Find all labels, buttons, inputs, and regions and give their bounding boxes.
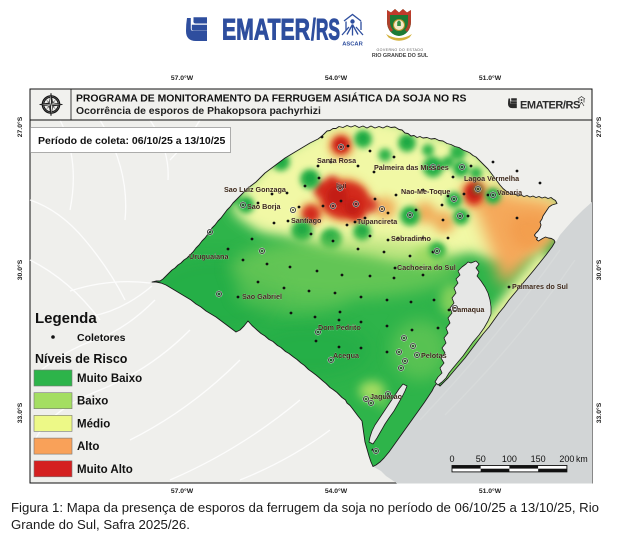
svg-text:0: 0: [449, 454, 454, 464]
svg-text:/RS: /RS: [311, 14, 340, 47]
svg-text:Lagoa Vermelha: Lagoa Vermelha: [464, 174, 520, 183]
svg-text:Tupancireta: Tupancireta: [357, 217, 398, 226]
svg-text:Sao Gabriel: Sao Gabriel: [242, 292, 282, 301]
svg-text:Jaguarao: Jaguarao: [370, 392, 403, 401]
svg-text:27.0°S: 27.0°S: [16, 116, 24, 137]
svg-text:33.0°S: 33.0°S: [16, 402, 24, 423]
svg-text:ASCAR: ASCAR: [342, 42, 363, 48]
svg-text:200: 200: [559, 454, 574, 464]
svg-text:Cachoeira do Sul: Cachoeira do Sul: [397, 263, 456, 272]
svg-text:Sao Luiz Gonzaga: Sao Luiz Gonzaga: [224, 185, 287, 194]
svg-text:Níveis de Risco: Níveis de Risco: [35, 352, 128, 366]
svg-text:50: 50: [476, 454, 486, 464]
svg-text:Camaqua: Camaqua: [452, 305, 485, 314]
svg-text:57.0°W: 57.0°W: [171, 74, 194, 82]
svg-text:54.0°W: 54.0°W: [325, 74, 348, 82]
svg-text:Nao-Me-Toque: Nao-Me-Toque: [401, 187, 450, 196]
svg-text:150: 150: [531, 454, 546, 464]
svg-text:Médio: Médio: [77, 418, 110, 430]
svg-text:GOVERNO DO ESTADO: GOVERNO DO ESTADO: [376, 48, 423, 52]
svg-text:57.0°W: 57.0°W: [171, 487, 194, 495]
svg-text:27.0°S: 27.0°S: [595, 116, 603, 137]
svg-text:Muito Alto: Muito Alto: [77, 464, 133, 476]
svg-text:Uruguaiana: Uruguaiana: [189, 252, 230, 261]
svg-text:Santiago: Santiago: [291, 216, 322, 225]
svg-text:30.0°S: 30.0°S: [595, 259, 603, 280]
svg-text:Dom Pedrito: Dom Pedrito: [318, 323, 361, 332]
svg-text:Vacaria: Vacaria: [497, 188, 523, 197]
svg-text:100: 100: [502, 454, 517, 464]
svg-text:Figura 1: Mapa da presença de: Figura 1: Mapa da presença de esporos da…: [11, 500, 599, 515]
svg-text:33.0°S: 33.0°S: [595, 402, 603, 423]
svg-text:Pelotas: Pelotas: [421, 351, 447, 360]
svg-text:30.0°S: 30.0°S: [16, 259, 24, 280]
svg-text:Sobradinho: Sobradinho: [391, 234, 432, 243]
svg-text:51.0°W: 51.0°W: [479, 74, 502, 82]
svg-text:EMATER/RS: EMATER/RS: [520, 100, 580, 112]
svg-text:Legenda: Legenda: [35, 310, 97, 327]
svg-text:Acegua: Acegua: [333, 351, 360, 360]
svg-text:Grande do Sul, Safra 2025/26.: Grande do Sul, Safra 2025/26.: [11, 517, 190, 532]
svg-text:54.0°W: 54.0°W: [325, 487, 348, 495]
svg-text:Coletores: Coletores: [77, 332, 126, 344]
svg-text:51.0°W: 51.0°W: [479, 487, 502, 495]
svg-text:Santa Rosa: Santa Rosa: [317, 156, 357, 165]
svg-text:Ijui: Ijui: [336, 181, 346, 190]
svg-text:Sao Borja: Sao Borja: [247, 202, 282, 211]
svg-text:Muito Baixo: Muito Baixo: [77, 373, 142, 385]
svg-text:km: km: [576, 454, 588, 464]
svg-text:RIO GRANDE DO SUL: RIO GRANDE DO SUL: [372, 53, 429, 59]
svg-text:Palmares do Sul: Palmares do Sul: [512, 282, 568, 291]
svg-text:Baixo: Baixo: [77, 396, 108, 408]
svg-text:Palmeira das Missões: Palmeira das Missões: [374, 163, 449, 172]
svg-text:Alto: Alto: [77, 441, 99, 453]
svg-text:Período de coleta: 06/10/25 a: Período de coleta: 06/10/25 a 13/10/25: [38, 135, 226, 147]
svg-text:PROGRAMA DE MONITORAMENTO DA F: PROGRAMA DE MONITORAMENTO DA FERRUGEM AS…: [76, 92, 466, 105]
svg-text:Ocorrência de esporos de Phako: Ocorrência de esporos de Phakopsora pach…: [76, 106, 321, 117]
svg-text:EMATER: EMATER: [222, 14, 310, 47]
